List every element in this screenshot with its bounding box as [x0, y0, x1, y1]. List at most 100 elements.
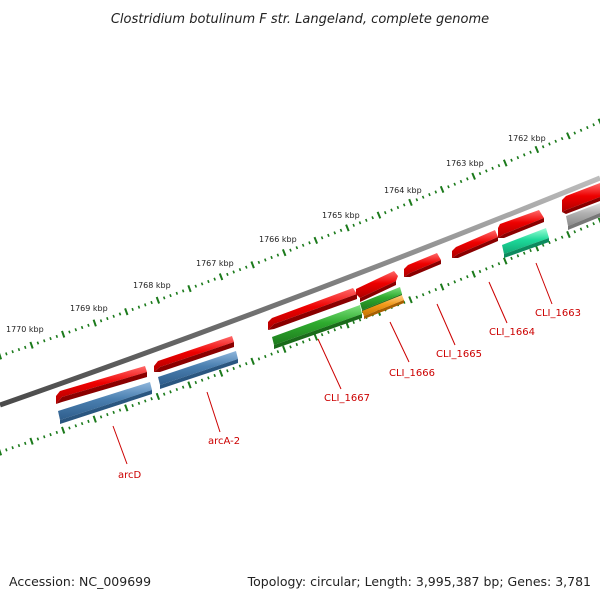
- inner-scale-minor-tick: [415, 295, 419, 299]
- outer-scale-minor-tick: [238, 268, 242, 272]
- outer-scale-minor-tick: [516, 155, 520, 160]
- inner-scale-minor-tick: [339, 325, 343, 329]
- inner-scale-minor-tick: [17, 443, 21, 448]
- gene-block-cli1665-forward[interactable]: [404, 253, 441, 277]
- outer-scale-minor-tick: [169, 294, 172, 298]
- inner-scale-minor-tick: [560, 235, 564, 239]
- genome-summary-text: Topology: circular; Length: 3,995,387 bp…: [247, 574, 591, 589]
- inner-scale-minor-tick: [11, 446, 14, 450]
- inner-scale-major-tick: [250, 357, 255, 365]
- outer-scale-minor-tick: [453, 182, 457, 186]
- outer-scale-minor-tick: [371, 216, 374, 220]
- inner-scale-minor-tick: [68, 426, 71, 430]
- gene-block-edge-reverse[interactable]: [566, 203, 600, 230]
- outer-scale-major-tick: [439, 185, 445, 193]
- inner-scale-minor-tick: [428, 290, 431, 294]
- gene-label-cli1664[interactable]: CLI_1664: [489, 327, 535, 338]
- outer-scale-major-tick: [502, 159, 508, 167]
- outer-scale-minor-tick: [276, 253, 280, 257]
- gene-label-arca2[interactable]: arcA-2: [208, 436, 240, 447]
- outer-scale-major-tick: [313, 236, 319, 244]
- inner-scale-minor-tick: [491, 264, 494, 268]
- outer-scale-major-tick: [281, 249, 287, 257]
- inner-scale-minor-tick: [74, 424, 78, 428]
- outer-scale-minor-tick: [270, 255, 273, 260]
- gene-block-arcd-forward[interactable]: [56, 366, 147, 404]
- inner-scale-minor-tick: [238, 364, 242, 368]
- inner-scale-minor-tick: [80, 422, 84, 426]
- gene-label-cli1667[interactable]: CLI_1667: [324, 393, 370, 404]
- outer-scale-minor-tick: [592, 123, 595, 127]
- outer-scale-minor-tick: [257, 260, 261, 264]
- inner-scale-major-tick: [471, 270, 476, 278]
- inner-scale-minor-tick: [245, 362, 248, 366]
- outer-scale-major-tick: [408, 198, 413, 206]
- leader-lines: [112, 262, 553, 465]
- outer-scale-minor-tick: [497, 163, 501, 168]
- outer-scale-minor-tick: [245, 265, 248, 269]
- inner-scale-minor-tick: [447, 282, 450, 287]
- gene-block-cli1663-reverse[interactable]: [502, 228, 549, 258]
- inner-scale-minor-tick: [264, 354, 267, 359]
- inner-scale-minor-tick: [592, 222, 595, 226]
- outer-scale-minor-tick: [554, 139, 558, 143]
- outer-scale-minor-tick: [485, 169, 488, 173]
- gene-block-cli1667-reverse[interactable]: [272, 305, 362, 349]
- inner-scale-minor-tick: [554, 238, 558, 242]
- outer-scale-minor-tick: [541, 145, 545, 149]
- inner-scale-minor-tick: [87, 419, 90, 423]
- inner-scale-minor-tick: [106, 413, 109, 417]
- inner-scale-major-tick: [282, 345, 287, 353]
- inner-scale-minor-tick: [257, 357, 261, 361]
- outer-scale-minor-tick: [333, 231, 337, 235]
- gene-label-cli1665[interactable]: CLI_1665: [436, 349, 482, 360]
- inner-scale-minor-tick: [434, 288, 438, 292]
- leader-line-cli1665: [436, 303, 456, 346]
- gene-label-cli1666[interactable]: CLI_1666: [389, 368, 435, 379]
- outer-scale-minor-tick: [301, 243, 305, 247]
- outer-scale-major-tick: [597, 118, 600, 125]
- scale-label-1764: 1764 kbp: [384, 186, 422, 195]
- inner-scale-minor-tick: [181, 385, 185, 389]
- inner-scale-major-tick: [187, 381, 192, 389]
- inner-scale-major-tick: [408, 296, 413, 304]
- gene-block-cli1663-forward[interactable]: [498, 210, 544, 238]
- gene-block-cli1666-forward[interactable]: [356, 271, 398, 302]
- outer-scale-ring: [0, 118, 600, 360]
- outer-scale-minor-tick: [162, 296, 166, 300]
- outer-scale-minor-tick: [365, 218, 368, 222]
- inner-scale-minor-tick: [150, 397, 153, 401]
- gene-block-arcd-reverse[interactable]: [58, 382, 152, 424]
- genome-backbone: [0, 175, 600, 408]
- outer-scale-major-tick: [92, 319, 97, 327]
- outer-scale-minor-tick: [586, 125, 589, 130]
- outer-scale-minor-tick: [150, 300, 153, 305]
- outer-scale-minor-tick: [43, 339, 46, 343]
- inner-scale-major-tick: [566, 230, 571, 239]
- leader-line-arca2: [206, 391, 221, 433]
- outer-scale-minor-tick: [428, 192, 431, 197]
- outer-scale-major-tick: [187, 284, 192, 293]
- gene-block-arca2-forward[interactable]: [154, 336, 234, 372]
- gene-block-cli1667-forward[interactable]: [268, 288, 357, 330]
- outer-scale-minor-tick: [264, 258, 267, 262]
- gene-block-cli1664-forward[interactable]: [452, 230, 498, 258]
- gene-block-arca2-reverse[interactable]: [158, 351, 238, 389]
- gene-label-arcd[interactable]: arcD: [118, 470, 142, 481]
- inner-scale-minor-tick: [162, 392, 166, 396]
- leader-line-cli1666: [389, 321, 410, 363]
- outer-scale-minor-tick: [80, 325, 84, 330]
- outer-scale-major-tick: [155, 296, 161, 304]
- inner-scale-minor-tick: [529, 248, 532, 253]
- inner-scale-minor-tick: [308, 338, 311, 342]
- outer-scale-minor-tick: [478, 172, 482, 176]
- inner-scale-minor-tick: [276, 350, 280, 354]
- gene-block-cli1666-orange[interactable]: [362, 295, 404, 319]
- gene-label-cli1663[interactable]: CLI_1663: [535, 308, 581, 319]
- inner-scale-minor-tick: [333, 328, 336, 332]
- outer-scale-minor-tick: [99, 319, 103, 323]
- outer-scale-minor-tick: [36, 341, 40, 345]
- outer-scale-minor-tick: [579, 128, 583, 132]
- gene-block-edge-forward[interactable]: [562, 183, 600, 214]
- scale-label-1770: 1770 kbp: [6, 325, 44, 334]
